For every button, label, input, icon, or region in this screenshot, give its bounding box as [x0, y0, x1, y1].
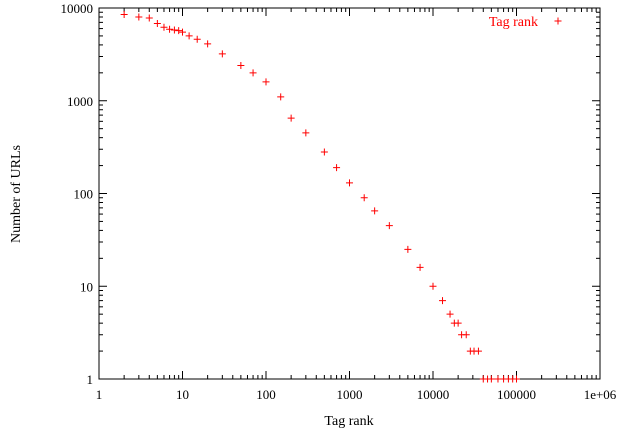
y-tick-label: 1	[87, 372, 94, 387]
data-point	[135, 13, 143, 21]
data-point	[185, 32, 193, 40]
data-point	[439, 297, 447, 305]
data-point	[166, 25, 174, 33]
data-point	[287, 114, 295, 122]
data-point	[487, 375, 495, 383]
data-point	[513, 375, 520, 383]
data-point	[204, 40, 212, 48]
data-point	[454, 319, 462, 327]
y-tick-label: 1000	[67, 94, 93, 109]
x-tick-label: 10000	[417, 387, 450, 402]
x-axis-title: Tag rank	[324, 414, 373, 429]
data-point	[120, 11, 128, 19]
data-point	[371, 207, 379, 215]
data-point	[333, 164, 341, 172]
data-point	[160, 23, 168, 31]
data-point	[404, 245, 412, 253]
data-point	[320, 148, 328, 156]
y-tick-label: 10000	[61, 1, 94, 16]
data-point	[179, 28, 186, 36]
x-tick-label: 1e+06	[584, 387, 617, 402]
y-tick-label: 100	[74, 187, 94, 202]
y-axis-title: Number of URLs	[9, 145, 24, 243]
data-point	[416, 263, 424, 271]
legend-marker-tag-rank	[554, 17, 562, 25]
x-axis: 1 10 100 1000 10000 100000 1e+06	[96, 8, 617, 402]
x-tick-label: 1000	[337, 387, 363, 402]
plot-border	[98, 7, 601, 380]
data-point	[385, 222, 393, 230]
data-point	[145, 14, 153, 22]
data-point	[302, 129, 310, 137]
data-point	[193, 35, 201, 43]
data-point	[249, 69, 257, 77]
legend: Tag rank	[489, 15, 562, 30]
legend-plus-marker	[554, 17, 562, 25]
plot-frame	[98, 7, 601, 380]
x-tick-label: 100	[256, 387, 276, 402]
data-point	[175, 27, 183, 35]
data-point	[446, 310, 454, 318]
data-point	[277, 93, 285, 101]
data-point	[218, 50, 226, 58]
data-point	[346, 179, 353, 187]
data-point	[429, 282, 437, 290]
data-point	[462, 331, 470, 339]
y-tick-label: 10	[80, 279, 93, 294]
x-tick-label: 10	[176, 387, 189, 402]
data-point	[170, 26, 178, 34]
data-point	[360, 194, 368, 202]
y-axis: 1 10 100 1000 10000	[61, 1, 600, 387]
data-point	[237, 61, 245, 69]
data-point	[474, 347, 482, 355]
series-tag-rank	[120, 11, 520, 383]
data-point	[262, 78, 270, 86]
x-tick-label: 1	[96, 387, 103, 402]
legend-label-tag-rank: Tag rank	[489, 15, 538, 30]
data-point	[153, 20, 161, 28]
x-tick-label: 100000	[497, 387, 536, 402]
